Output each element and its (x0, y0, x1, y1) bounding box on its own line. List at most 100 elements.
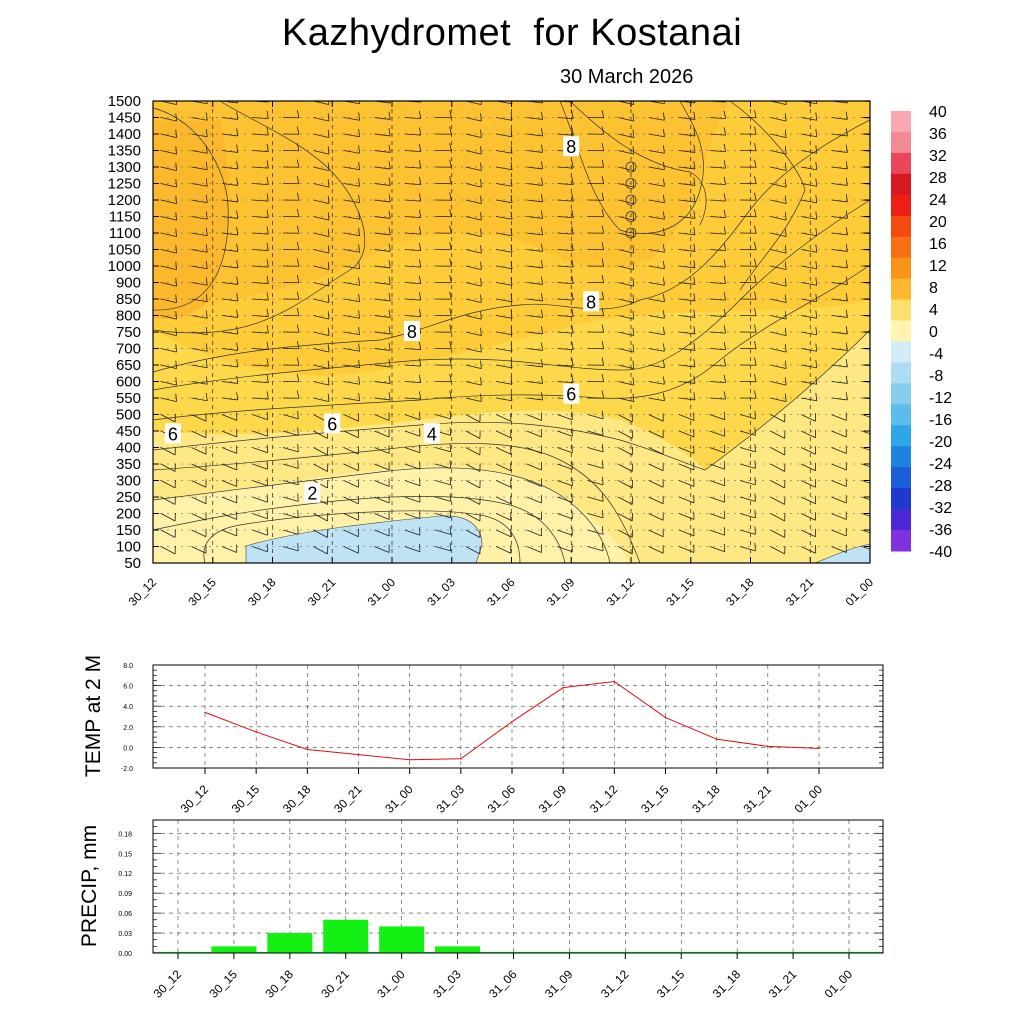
wind-barb (160, 529, 176, 538)
wind-barb (679, 177, 696, 186)
colorbar-swatch (891, 320, 911, 342)
wind-barb (709, 226, 726, 235)
wind-barb (313, 146, 330, 155)
wind-barb (709, 461, 726, 470)
wind-barb (374, 128, 391, 137)
precip-y-label: 0.18 (118, 831, 132, 838)
wind-barb (465, 414, 481, 423)
wind-barb (740, 341, 757, 350)
x-time-label: 31_21 (783, 575, 817, 609)
wind-barb (587, 476, 604, 486)
wind-barb (252, 358, 269, 367)
wind-barb (465, 179, 482, 188)
y-level-label: 1050 (108, 242, 141, 259)
colorbar-label: -20 (929, 434, 952, 451)
wind-barb (648, 429, 664, 439)
wind-barb (282, 357, 300, 366)
wind-barb (557, 461, 573, 470)
contour-line-8 (153, 495, 566, 563)
wind-barb (587, 143, 605, 152)
wind-barb (648, 495, 664, 505)
wind-barb (740, 258, 757, 267)
temp-x-label: 01_00 (792, 782, 826, 816)
wind-barb (435, 291, 452, 300)
wind-barb (831, 392, 848, 401)
wind-barb (221, 276, 239, 285)
colorbar-label: 32 (929, 148, 947, 165)
contour-line-4 (153, 264, 870, 421)
wind-barb (800, 244, 818, 253)
wind-barb (831, 111, 848, 120)
contour-label-text: 4 (427, 424, 437, 444)
wind-barb (709, 543, 726, 553)
wind-barb (740, 374, 757, 383)
contour-line-10 (559, 101, 704, 234)
wind-barb (587, 176, 605, 185)
wind-barb (526, 392, 544, 401)
wind-barb (557, 341, 574, 351)
x-time-label: 31_06 (484, 575, 518, 609)
wind-barb (404, 193, 422, 202)
colorbar-label: 8 (929, 280, 938, 297)
wind-barb (617, 480, 633, 489)
wind-barb (800, 227, 818, 237)
wind-barb (374, 375, 391, 384)
contour-line-9 (203, 510, 521, 563)
wind-barb (160, 129, 177, 138)
wind-barb (313, 463, 329, 472)
wind-barb (343, 260, 361, 270)
colorbar-label: 0 (929, 324, 938, 341)
y-level-label: 100 (116, 539, 141, 556)
wind-barb (831, 194, 848, 203)
wind-barb (648, 194, 665, 204)
wind-barb (160, 327, 177, 336)
wind-barb (587, 275, 605, 284)
wind-barb (282, 443, 299, 453)
precipitation-y-axis-title: PRECIP, mm (78, 825, 101, 947)
wind-barb (617, 546, 633, 555)
wind-barb (221, 527, 238, 537)
wind-barb (465, 294, 482, 303)
contour-line-0 (153, 107, 229, 311)
temp-x-label: 30_21 (331, 782, 365, 816)
wind-barb (282, 410, 299, 420)
wind-barb (800, 326, 818, 336)
wind-barb (343, 161, 361, 171)
wind-barb (587, 192, 605, 201)
wind-barb (313, 377, 330, 386)
wind-barb (435, 110, 452, 119)
temp-y-label: 8.0 (123, 663, 133, 670)
wind-barb (435, 526, 452, 535)
wind-barb (191, 512, 207, 521)
wind-barb (618, 327, 635, 336)
wind-barb (221, 194, 239, 203)
wind-barb (252, 127, 269, 136)
wind-barb (252, 325, 269, 334)
temperature-point (511, 720, 513, 723)
temp-x-label: 31_06 (485, 782, 519, 816)
wind-barb (831, 478, 847, 487)
wind-barb (800, 178, 818, 187)
wind-barb (709, 308, 726, 318)
wind-barb (404, 275, 422, 285)
wind-barb (343, 178, 361, 187)
contour-line-12 (729, 101, 806, 291)
wind-barb (221, 128, 239, 137)
wind-barb (770, 212, 787, 221)
wind-barb (191, 145, 208, 154)
wind-barb (770, 414, 786, 423)
wind-barb (831, 412, 847, 421)
wind-barb (740, 324, 757, 333)
temperature-chart: 8.0 6.0 4.0 2.0 0.0 -2.0 30_12 30_15 30_18 30_21 3… (82, 655, 884, 816)
wind-barb (252, 494, 268, 503)
wind-barb (618, 146, 635, 155)
y-level-label: 700 (116, 341, 141, 358)
wind-barb (496, 260, 513, 270)
wind-barb (374, 177, 391, 186)
wind-barb (831, 527, 847, 537)
wind-barb (557, 510, 573, 520)
wind-barb (496, 310, 513, 319)
wind-barb (526, 128, 544, 137)
wind-barb (740, 308, 757, 317)
wind-barb (191, 413, 207, 422)
